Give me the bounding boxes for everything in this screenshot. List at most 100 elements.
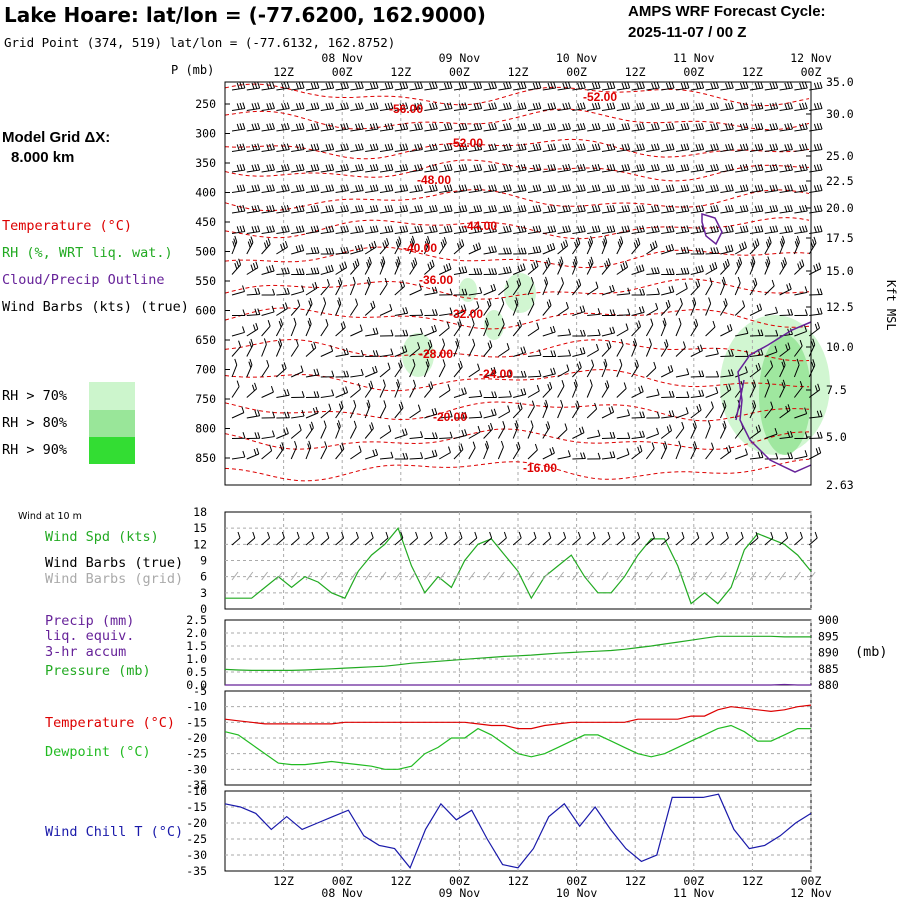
wind-barb xyxy=(586,379,593,398)
wind-barb xyxy=(571,237,581,255)
pressure-tick: 550 xyxy=(195,274,216,288)
wind-barb xyxy=(690,344,703,357)
wind-barb xyxy=(246,409,261,419)
wind-barb xyxy=(246,236,254,255)
wind-barb xyxy=(409,283,422,296)
wind-barb xyxy=(261,122,275,132)
height-tick: 20.0 xyxy=(826,201,854,215)
wind-barb xyxy=(379,81,394,91)
wind-barb xyxy=(394,225,409,234)
wind-barb xyxy=(557,102,571,111)
wind-barb xyxy=(246,81,261,91)
wind-barb xyxy=(231,225,246,234)
time-tick-label: 12Z xyxy=(390,65,411,79)
time-tick-label: 12Z xyxy=(508,874,529,888)
wind-barb xyxy=(661,81,675,91)
grid-wind-barb xyxy=(497,571,505,581)
wind-barb xyxy=(468,184,483,193)
temperature-contour-label: -44.00 xyxy=(463,219,497,233)
wind-barb xyxy=(305,102,320,111)
surface-wind-barb xyxy=(572,531,581,546)
wind-barb xyxy=(646,225,660,234)
wind-barb xyxy=(557,423,568,439)
wind-barb xyxy=(246,382,258,398)
wind-barb xyxy=(601,235,608,255)
wind-barb xyxy=(735,184,749,193)
wind-barb xyxy=(394,360,403,378)
wind-barb xyxy=(291,244,305,255)
grid-wind-barb xyxy=(808,571,816,581)
wind-barb xyxy=(231,258,242,275)
wind-barb xyxy=(350,445,362,460)
wind-barb xyxy=(246,358,253,378)
wind-barb xyxy=(498,122,512,132)
wind-barb xyxy=(320,297,327,316)
temperature-contour xyxy=(224,246,810,269)
wind-barb xyxy=(349,276,356,296)
wind-barb xyxy=(438,359,446,378)
wind-barb xyxy=(779,430,793,439)
dewpoint-line xyxy=(224,724,811,770)
wind-barb xyxy=(646,267,660,275)
wind-barb xyxy=(365,327,379,337)
wind-barb xyxy=(513,263,526,275)
time-tick-label: 12Z xyxy=(390,874,411,888)
wind-barb xyxy=(261,225,275,234)
wind-barb xyxy=(764,163,779,173)
wind-barb xyxy=(720,445,732,460)
wind-barb xyxy=(335,321,346,337)
wind-barb xyxy=(749,102,764,111)
wind-barb xyxy=(587,102,601,111)
wind-barb xyxy=(794,381,803,398)
wind-barb xyxy=(571,379,578,398)
wind-barb xyxy=(305,122,320,132)
grid-wind-barb xyxy=(794,571,801,581)
wind-barb xyxy=(631,264,645,275)
cloud-outline xyxy=(737,321,812,473)
wind-barb xyxy=(320,279,330,296)
wind-barb xyxy=(646,102,660,111)
wind-barb xyxy=(675,81,690,91)
wind-barb xyxy=(764,143,779,152)
wind-barb xyxy=(749,122,764,132)
wind-barb xyxy=(438,384,451,398)
wind-barb xyxy=(587,429,601,439)
grid-wind-barb xyxy=(542,571,550,581)
wind-barbs-grid-label: Wind Barbs (grid) xyxy=(45,571,183,587)
wind-barb xyxy=(690,370,705,378)
wind-barb xyxy=(705,277,713,296)
wind-barb xyxy=(379,122,394,132)
wind-barb xyxy=(572,204,586,214)
wind-barb xyxy=(498,163,512,173)
wind-barb xyxy=(705,122,719,132)
wind-barb xyxy=(453,225,468,234)
wind-barb xyxy=(601,340,612,357)
wind-barb xyxy=(779,225,793,234)
surface-wind-barb xyxy=(705,531,715,546)
wind-barb xyxy=(246,261,259,275)
wind-barb xyxy=(424,204,438,214)
wind-barb xyxy=(498,266,512,275)
wind-barb xyxy=(379,379,386,398)
wind-barb xyxy=(764,345,778,357)
wind-barb xyxy=(365,225,379,234)
wind-barb xyxy=(513,122,527,132)
wind-barb xyxy=(335,184,349,193)
wind-barb xyxy=(616,432,631,439)
chill-panel-ytick: -20 xyxy=(186,816,207,830)
wind-barb xyxy=(453,304,467,316)
wind-barb xyxy=(335,163,349,173)
wind-barb xyxy=(631,444,643,460)
wind-barb xyxy=(779,283,792,296)
wind-barb xyxy=(498,102,512,111)
wind-barb xyxy=(513,204,527,214)
wind-barb xyxy=(794,102,808,111)
temp-panel-ytick: -30 xyxy=(186,762,207,776)
wind-barb xyxy=(291,102,305,111)
wind-barb xyxy=(705,204,719,214)
wind-barb xyxy=(675,163,690,173)
wind-barb xyxy=(335,297,342,316)
temperature-contour-label: -52.00 xyxy=(583,90,617,104)
wind-barb xyxy=(512,319,522,337)
rh-shading xyxy=(459,278,477,302)
